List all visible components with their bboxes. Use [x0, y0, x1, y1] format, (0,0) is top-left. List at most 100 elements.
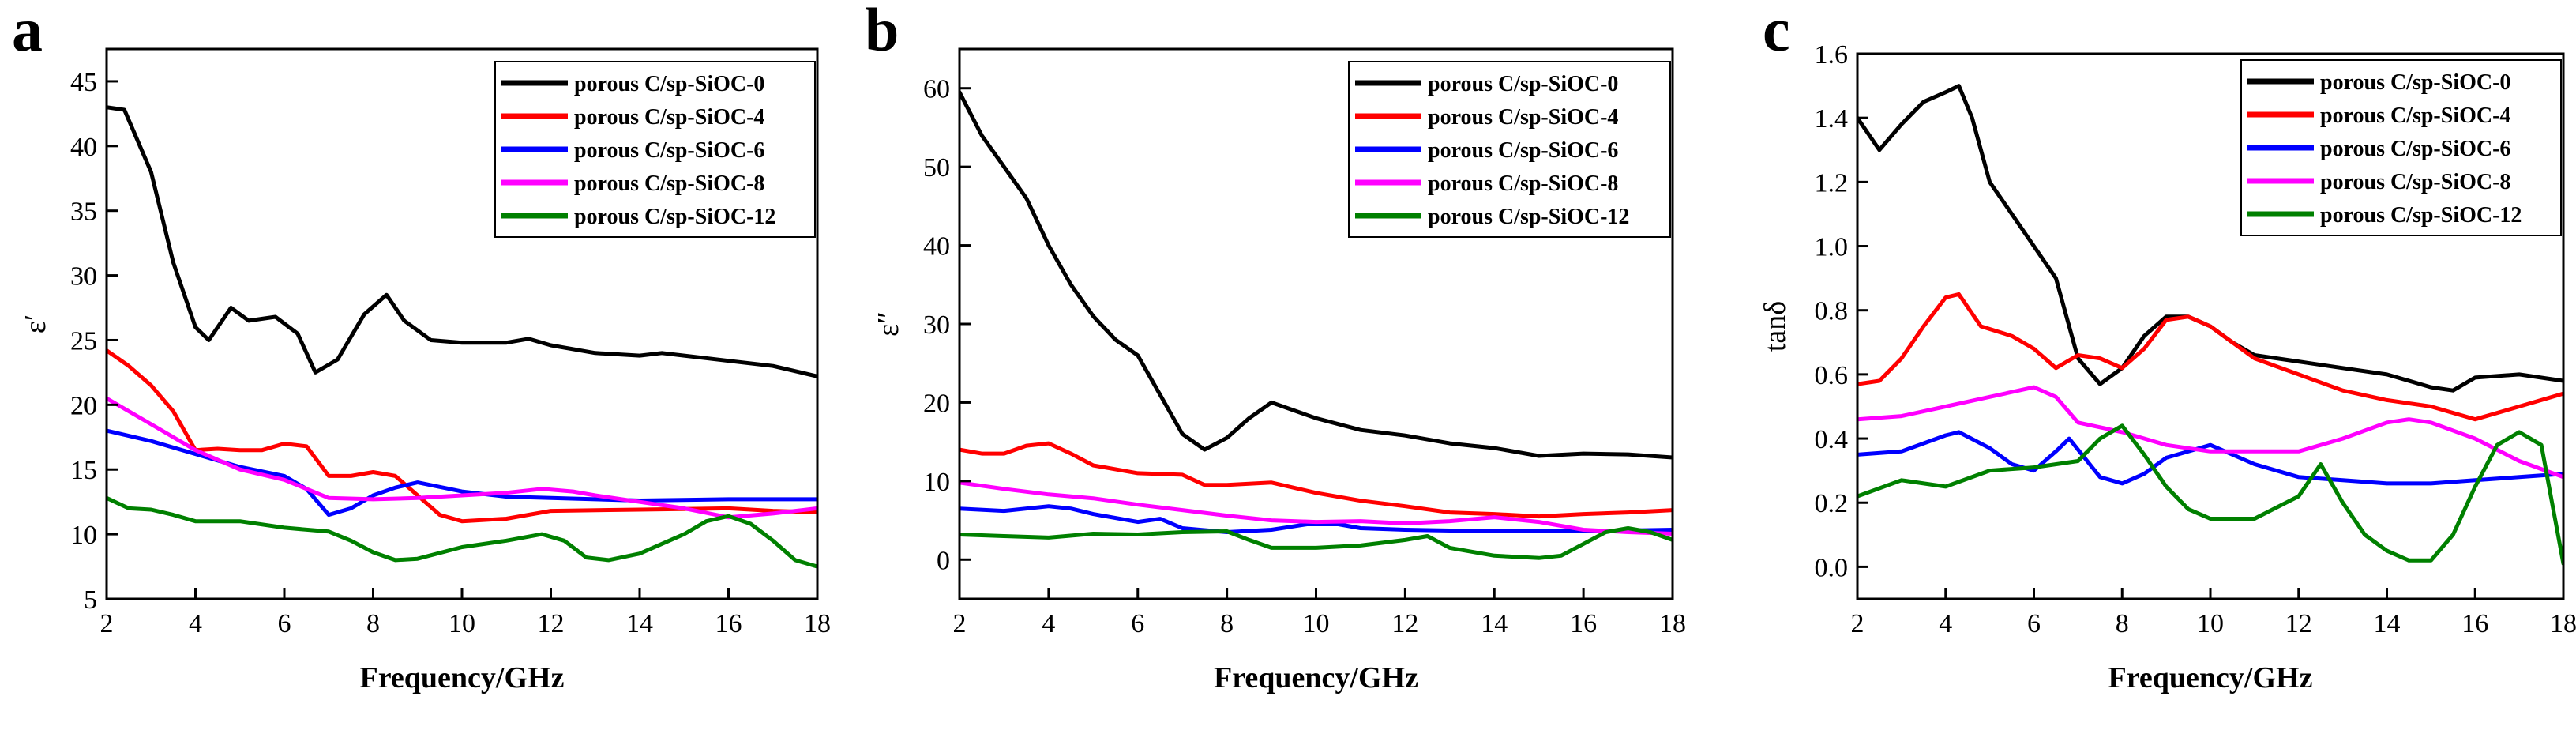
y-tick-label: 1.0 — [1815, 233, 1849, 262]
x-tick-label: 6 — [1131, 609, 1144, 638]
y-tick-label: 0.0 — [1815, 553, 1849, 582]
panel-letter: a — [12, 0, 43, 64]
series-line-4 — [107, 396, 817, 520]
legend-label: porous C/sp-SiOC-8 — [574, 171, 764, 196]
series-line-5 — [959, 526, 1673, 560]
series-line-3 — [107, 428, 817, 518]
x-tick-label: 8 — [1220, 609, 1234, 638]
x-tick-label: 10 — [1303, 609, 1330, 638]
y-tick-label: 0.8 — [1815, 297, 1849, 326]
x-tick-label: 6 — [2027, 609, 2041, 638]
legend-label: porous C/sp-SiOC-8 — [1428, 171, 1618, 196]
series-group — [1857, 84, 2563, 566]
x-tick-label: 2 — [100, 609, 114, 638]
x-axis-title: Frequency/GHz — [2108, 661, 2313, 694]
x-tick-label: 8 — [2116, 609, 2129, 638]
x-tick-label: 18 — [804, 609, 831, 638]
series-line-5 — [107, 495, 817, 569]
x-tick-label: 8 — [366, 609, 380, 638]
y-tick-label: 1.6 — [1815, 40, 1849, 70]
y-tick-label: 30 — [70, 262, 97, 292]
legend-label: porous C/sp-SiOC-0 — [574, 72, 764, 96]
legend-label: porous C/sp-SiOC-6 — [2320, 137, 2510, 161]
x-tick-label: 16 — [1570, 609, 1597, 638]
y-tick-label: 40 — [70, 133, 97, 162]
x-tick-label: 12 — [538, 609, 565, 638]
legend-label: porous C/sp-SiOC-0 — [2320, 70, 2510, 95]
series-group — [107, 105, 817, 569]
y-tick-label: 25 — [70, 326, 97, 356]
legend-label: porous C/sp-SiOC-4 — [1428, 105, 1618, 130]
y-tick-label: 0.2 — [1815, 489, 1849, 518]
legend-label: porous C/sp-SiOC-8 — [2320, 170, 2510, 194]
x-tick-label: 10 — [449, 609, 475, 638]
series-line-2 — [107, 348, 817, 524]
y-tick-label: 40 — [923, 232, 950, 262]
x-axis-title: Frequency/GHz — [360, 661, 565, 694]
x-tick-label: 18 — [2550, 609, 2576, 638]
legend-label: porous C/sp-SiOC-12 — [1428, 205, 1629, 229]
y-tick-label: 5 — [84, 585, 97, 615]
series-line-3 — [1857, 430, 2563, 486]
y-tick-label: 1.4 — [1815, 104, 1849, 134]
legend-label: porous C/sp-SiOC-6 — [1428, 138, 1618, 163]
x-tick-label: 12 — [1391, 609, 1418, 638]
x-tick-label: 14 — [2374, 609, 2401, 638]
y-tick-label: 15 — [70, 456, 97, 485]
x-tick-label: 16 — [715, 609, 742, 638]
x-tick-label: 16 — [2461, 609, 2488, 638]
y-tick-label: 0.6 — [1815, 361, 1849, 390]
legend-label: porous C/sp-SiOC-0 — [1428, 72, 1618, 96]
y-axis-title: tanδ — [1759, 301, 1792, 352]
y-axis-title: ε′ — [19, 314, 52, 333]
series-group — [959, 90, 1673, 560]
legend-label: porous C/sp-SiOC-4 — [574, 105, 764, 130]
series-line-4 — [959, 480, 1673, 536]
panel-letter: b — [865, 0, 899, 64]
y-tick-label: 1.2 — [1815, 168, 1849, 198]
x-tick-label: 2 — [953, 609, 967, 638]
chart-panel-a: 2 4 6 8 10 12 14 16 18 5 10 15 20 25 30 35 40 45 Frequency… — [12, 0, 831, 694]
series-line-1 — [107, 105, 817, 378]
y-tick-label: 0.4 — [1815, 425, 1849, 454]
y-axis-title: ε″ — [872, 311, 905, 337]
chart-panel-c: 2 4 6 8 10 12 14 16 18 0.0 0.2 0.4 0.6 0.8 1.0 1.2 1.4 1.… — [1759, 0, 2576, 694]
y-tick-label: 50 — [923, 153, 950, 183]
legend-label: porous C/sp-SiOC-12 — [574, 205, 775, 229]
chart-panel-b: 2 4 6 8 10 12 14 16 18 0 10 20 30 40 50 60 Frequency/GHz… — [865, 0, 1686, 694]
y-tick-label: 20 — [923, 389, 950, 418]
y-tick-label: 10 — [923, 468, 950, 497]
y-tick-label: 45 — [70, 68, 97, 97]
panel-letter: c — [1763, 0, 1790, 64]
legend-label: porous C/sp-SiOC-6 — [574, 138, 764, 163]
legend-label: porous C/sp-SiOC-12 — [2320, 203, 2522, 228]
x-tick-label: 4 — [189, 609, 202, 638]
x-tick-label: 14 — [1481, 609, 1508, 638]
x-tick-label: 4 — [1939, 609, 1952, 638]
x-tick-label: 10 — [2197, 609, 2224, 638]
series-line-1 — [959, 90, 1673, 460]
x-tick-label: 18 — [1659, 609, 1686, 638]
x-tick-label: 2 — [1851, 609, 1864, 638]
series-line-2 — [1857, 292, 2563, 422]
series-line-4 — [1857, 385, 2563, 480]
y-tick-label: 35 — [70, 198, 97, 227]
y-tick-label: 30 — [923, 311, 950, 340]
x-axis-title: Frequency/GHz — [1214, 661, 1418, 694]
legend: porous C/sp-SiOC-0 porous C/sp-SiOC-4 poro… — [494, 61, 816, 238]
x-tick-label: 12 — [2285, 609, 2312, 638]
legend-label: porous C/sp-SiOC-4 — [2320, 104, 2510, 128]
y-tick-label: 10 — [70, 521, 97, 550]
series-line-1 — [1857, 84, 2563, 393]
y-tick-label: 60 — [923, 75, 950, 104]
x-tick-label: 4 — [1042, 609, 1055, 638]
series-line-5 — [1857, 423, 2563, 566]
legend: porous C/sp-SiOC-0 porous C/sp-SiOC-4 poro… — [2240, 59, 2562, 236]
legend: porous C/sp-SiOC-0 porous C/sp-SiOC-4 poro… — [1348, 61, 1671, 238]
y-tick-label: 0 — [937, 546, 950, 575]
x-tick-label: 14 — [626, 609, 653, 638]
x-tick-label: 6 — [278, 609, 291, 638]
y-tick-label: 20 — [70, 391, 97, 420]
series-line-2 — [959, 441, 1673, 519]
